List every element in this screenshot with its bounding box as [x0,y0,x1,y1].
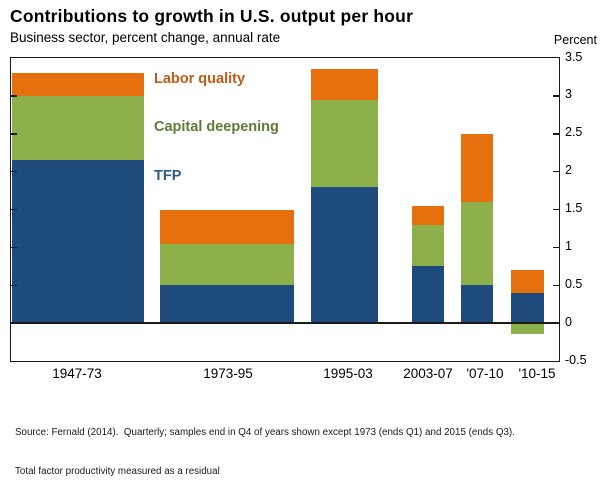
bar-segment-capital-deepening [12,95,144,161]
bar-segment-labor-quality [311,69,378,100]
y-tick-label: 1 [565,238,572,253]
bar-segment-labor-quality [412,205,444,225]
y-tick-label: 0.5 [565,276,583,291]
left-axis-tick [11,284,17,286]
page-title: Contributions to growth in U.S. output p… [10,6,414,26]
bar-segment-capital-deepening [160,243,294,286]
y-tick-label: 3.5 [565,49,583,64]
bar-segment-capital-deepening [412,224,444,267]
bar-segment-tfp [12,160,144,324]
source-note-line1: Source: Fernald (2014). Quarterly; sampl… [15,427,515,438]
right-axis-tick [553,170,559,173]
left-axis-tick [11,95,17,97]
left-axis-tick [11,170,17,173]
left-axis-tick [11,208,17,211]
right-axis-tick [553,284,559,286]
bar-segment-labor-quality [12,73,144,96]
y-axis-unit-label: Percent [553,33,597,47]
zero-baseline [11,322,559,325]
right-axis-tick [553,95,559,97]
legend-label-labor-quality: Labor quality [154,71,246,87]
x-tick-label: 1947-73 [52,366,102,381]
bar-segment-labor-quality [511,270,544,293]
right-axis-tick [553,133,559,135]
y-tick-label: 2 [565,163,572,178]
y-tick-label: 3 [565,87,572,102]
x-tick-label: 1995-03 [323,366,373,381]
plot-area: Labor quality Capital deepening TFP [10,57,560,362]
bar-segment-tfp [160,285,294,324]
source-note: Source: Fernald (2014). Quarterly; sampl… [15,400,515,491]
y-tick-label: -0.5 [565,352,587,367]
left-axis-tick [11,322,17,324]
legend-label-tfp: TFP [154,168,182,184]
bar-segment-capital-deepening [511,323,544,335]
bar-segment-capital-deepening [461,201,493,286]
left-axis-tick [11,246,17,249]
y-tick-label: 0 [565,314,572,329]
right-axis-tick [553,246,559,249]
bar-segment-capital-deepening [311,99,378,187]
x-tick-label: '07-10 [466,366,504,381]
bar-segment-labor-quality [461,133,493,202]
left-axis-tick [11,133,17,135]
source-note-line2: Total factor productivity measured as a … [15,466,220,477]
right-axis-tick [553,322,559,324]
bar-segment-tfp [461,285,493,324]
bar-segment-labor-quality [160,209,294,244]
bar-segment-tfp [511,292,544,324]
x-tick-label: 1973-95 [203,366,253,381]
chart-subtitle: Business sector, percent change, annual … [10,30,281,45]
x-tick-label: '10-15 [518,366,556,381]
y-tick-label: 1.5 [565,201,583,215]
bar-segment-tfp [412,266,444,324]
y-tick-label: 2.5 [565,125,583,140]
x-tick-label: 2003-07 [403,366,453,381]
bar-segment-tfp [311,186,378,324]
legend-label-capital-deepening: Capital deepening [154,119,279,135]
right-axis-tick [553,208,559,211]
